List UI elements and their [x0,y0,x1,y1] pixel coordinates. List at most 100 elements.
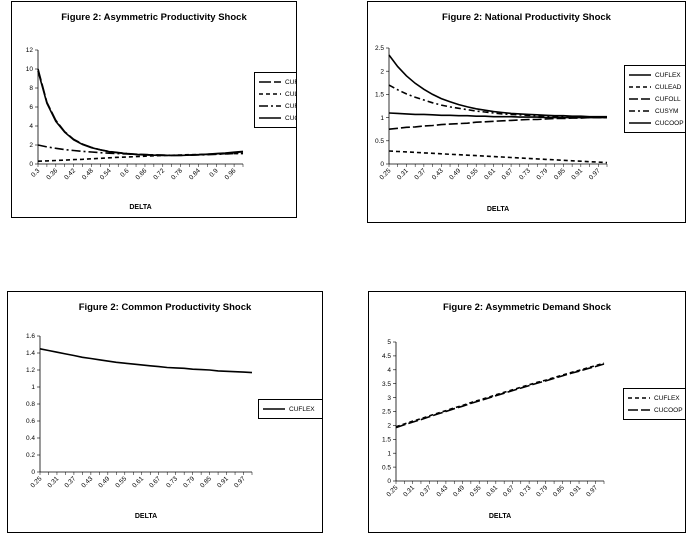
chart-title: Figure 2: Common Productivity Shock [78,302,252,313]
y-tick-label: 0.8 [26,401,35,408]
legend-swatch [259,105,281,107]
y-tick-label: 2 [387,423,391,430]
y-tick-label: 0.6 [26,418,35,425]
y-tick-label: 4 [29,123,33,130]
legend-item-cuflex: CUFLEX [263,403,322,415]
y-tick-label: 0.4 [26,435,35,442]
x-tick-label: 0.85 [552,484,566,498]
legend-swatch [259,93,281,95]
x-tick-label: 0.55 [469,484,483,498]
x-tick-label: 0.43 [80,475,94,489]
y-tick-label: 1.6 [26,333,35,340]
legend-label: CUCOOP [655,119,684,127]
series-line-cucoop [395,363,605,429]
legend-swatch [263,408,285,410]
x-axis-label: DELTA [486,206,510,213]
x-tick-label: 0.79 [535,167,549,181]
chart-title: Figure 2: Asymmetric Demand Shock [442,302,612,313]
series-line-cufoll [388,116,607,130]
legend-label: CULEAD [655,83,682,91]
plot-area: 0 0.5 1 1.5 2 2.5 3 3.5 4 4.5 5 0.25 0.31 0.37 0.43 0.4… [382,339,605,498]
x-tick-label: 0.36 [45,167,59,181]
x-tick-label: 0.79 [182,475,196,489]
legend-swatch [628,409,650,411]
x-tick-label: 0.85 [553,167,567,181]
series-line-cuflex [395,362,605,428]
x-tick-label: 0.67 [502,484,516,498]
x-tick-label: 0.49 [448,167,462,181]
legend: CUFLEX CULEAD CUFOLL CUCOOP [254,72,296,128]
x-tick-label: 0.97 [233,475,247,489]
legend-label: CUFLEX [289,405,315,413]
x-tick-label: 0.48 [81,167,95,181]
y-tick-label: 2 [29,142,33,149]
x-tick-label: 0.66 [134,167,148,181]
x-tick-label: 0.3 [30,167,42,179]
y-tick-label: 2.5 [375,45,384,52]
x-tick-label: 0.67 [148,475,162,489]
x-tick-label: 0.37 [413,167,427,181]
x-tick-label: 0.37 [419,484,433,498]
y-tick-label: 0.2 [26,452,35,459]
legend-swatch [629,110,651,112]
legend-label: CUFLEX [654,394,680,402]
y-tick-label: 0.5 [375,138,384,145]
chart-panel-asymmetric-productivity: Figure 2: Asymmetric Productivity Shock … [11,1,297,218]
x-tick-label: 0.79 [535,484,549,498]
x-tick-label: 0.78 [170,167,184,181]
x-tick-label: 0.54 [99,167,113,181]
x-tick-label: 0.25 [379,167,393,181]
x-axis-label: DELTA [488,513,512,520]
series-line-culead [388,150,608,164]
legend-label: CUFLEX [285,78,296,86]
legend: CUFLEX CUCOOP [623,388,685,420]
x-tick-label: 0.9 [208,167,220,179]
x-tick-label: 0.25 [386,484,400,498]
x-axis-label: DELTA [129,204,152,211]
series-line-cuflex [39,348,253,374]
y-tick-label: 2 [380,68,384,75]
x-tick-label: 0.42 [63,167,77,181]
y-tick-label: 3.5 [382,381,391,388]
y-tick-label: 0.5 [382,464,391,471]
y-tick-label: 12 [26,47,34,54]
y-tick-label: 5 [387,339,391,346]
x-tick-label: 0.43 [435,484,449,498]
x-tick-label: 0.72 [152,167,166,181]
legend-swatch [629,122,651,124]
x-tick-label: 0.61 [485,484,499,498]
y-tick-label: 1.2 [26,367,35,374]
series-line-cucoop [388,112,607,119]
x-tick-label: 0.31 [396,167,410,181]
y-tick-label: 1 [31,384,35,391]
legend-item-cufoll: CUFOLL [629,93,685,105]
x-tick-label: 0.85 [199,475,213,489]
y-tick-label: 1 [380,115,384,122]
chart-panel-common-productivity: Figure 2: Common Productivity Shock 0 0.2… [7,291,323,533]
plot-area: 0 0.5 1 1.5 2 2.5 0.25 0.31 0.37 0.43 0.49 0.55 0.61… [375,45,608,181]
x-tick-label: 0.25 [30,475,44,489]
x-tick-label: 0.91 [216,475,230,489]
x-tick-label: 0.37 [63,475,77,489]
x-tick-label: 0.61 [131,475,145,489]
legend-item-cuflex: CUFLEX [629,69,685,81]
x-tick-label: 0.73 [519,484,533,498]
y-tick-label: 1.5 [375,92,384,99]
x-tick-label: 0.67 [501,167,515,181]
legend-item-cuflex: CUFLEX [259,76,296,88]
legend: CUFLEX [258,399,322,419]
x-tick-label: 0.84 [188,167,202,181]
legend-label: CUCOOP [285,114,296,122]
chart-title: Figure 2: National Productivity Shock [442,12,611,23]
x-tick-label: 0.6 [119,167,131,179]
y-tick-label: 4 [387,367,391,374]
x-tick-label: 0.49 [97,475,111,489]
legend-item-culead: CULEAD [259,88,296,100]
y-tick-label: 1.5 [382,437,391,444]
chart-title: Figure 2: Asymmetric Productivity Shock [61,12,247,23]
plot-area: 0 2 4 6 8 10 12 0.3 0.36 0.42 0.48 0.54 0.6 0.66 0.72 0… [26,47,244,181]
y-tick-label: 0 [29,161,33,168]
legend-swatch [629,74,651,76]
x-tick-label: 0.49 [452,484,466,498]
